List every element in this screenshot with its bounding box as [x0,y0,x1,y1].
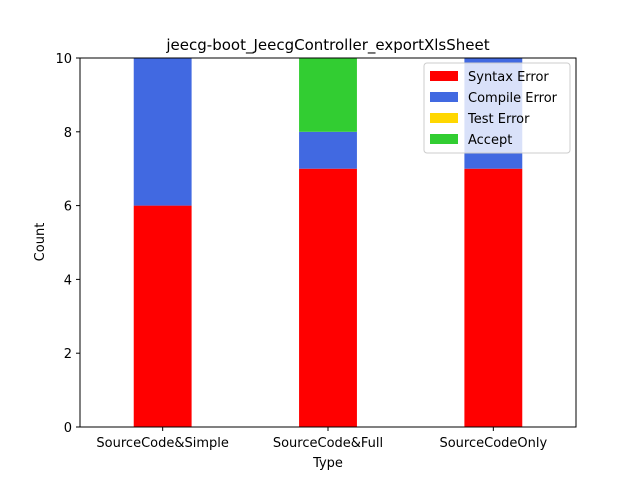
x-tick-label: SourceCode&Simple [96,436,228,451]
y-tick-label: 2 [64,347,72,362]
legend-swatch [430,71,458,81]
y-axis-ticks: 0 2 4 6 8 10 [55,52,80,436]
x-tick-label: SourceCode&Full [273,436,383,451]
legend-label: Compile Error [468,91,558,106]
y-tick-label: 6 [64,200,72,215]
legend-swatch [430,134,458,144]
y-tick-label: 8 [64,126,72,141]
bar-compile-error-1 [299,131,357,169]
chart-title: jeecg-boot_JeecgController_exportXlsShee… [165,36,489,55]
bars-group [133,58,523,427]
x-tick-label: SourceCodeOnly [439,436,547,451]
legend-swatch [430,92,458,102]
y-axis-label: Count [33,223,48,262]
y-tick-label: 10 [55,52,72,67]
x-axis-ticks: SourceCode&Simple SourceCode&Full SourceCo… [96,427,547,451]
bar-compile-error-0 [133,58,192,206]
y-tick-label: 0 [64,421,72,436]
y-tick-label: 4 [64,273,72,288]
legend-label: Test Error [467,112,530,127]
bar-accept-1 [299,58,357,132]
legend-label: Accept [468,133,512,148]
legend: Syntax Error Compile Error Test Error Accep… [423,62,571,154]
legend-swatch [430,113,458,123]
bar-syntax-error-1 [299,168,357,427]
legend-box [423,62,571,154]
bar-syntax-error-0 [133,205,192,427]
legend-label: Syntax Error [468,70,549,85]
bar-syntax-error-2 [464,168,523,427]
x-axis-label: Type [312,456,343,471]
